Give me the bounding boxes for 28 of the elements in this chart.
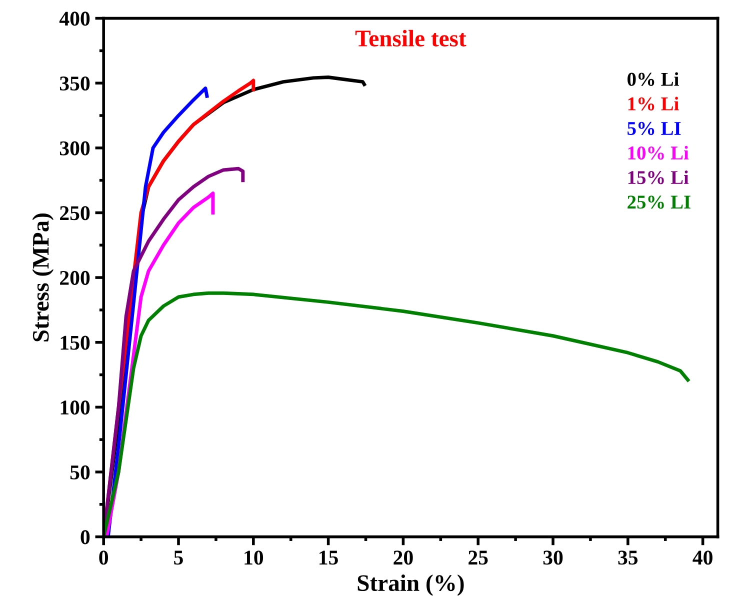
text: 1% Li xyxy=(628,96,679,111)
x-tick-label: 35 xyxy=(618,550,638,565)
y-tick-label: 300 xyxy=(60,141,90,156)
x-tick-label: 10 xyxy=(244,550,264,565)
text: 15% Li xyxy=(628,170,689,184)
y-tick-label: 350 xyxy=(60,76,90,91)
line-series xyxy=(104,291,690,537)
chart-title: Tensile test xyxy=(355,30,466,46)
x-tick-label: 5 xyxy=(174,550,183,565)
x-tick-label: 15 xyxy=(320,550,338,565)
text: 5% LI xyxy=(628,122,681,136)
y-axis-title: Stress (MPa) xyxy=(32,214,54,342)
text: 25% LI xyxy=(628,196,690,209)
y-tick-label: 150 xyxy=(60,336,90,350)
x-axis-title: Strain (%) xyxy=(358,574,464,596)
x-tick-label: 25 xyxy=(468,550,488,565)
y-tick-label: 250 xyxy=(60,206,90,220)
x-tick-label: 40 xyxy=(692,550,712,565)
x-tick-label: 30 xyxy=(543,550,563,565)
y-tick-label: 400 xyxy=(59,12,90,26)
text: 10% Li xyxy=(628,146,689,160)
y-tick-label: 50 xyxy=(70,465,90,480)
y-tick-label: 0 xyxy=(80,530,90,544)
text: 0% Li xyxy=(628,72,679,86)
x-tick-label: 0 xyxy=(99,550,108,565)
x-tick-label: 20 xyxy=(394,550,413,565)
y-tick-label: 200 xyxy=(60,270,90,285)
y-tick-label: 100 xyxy=(60,400,90,415)
